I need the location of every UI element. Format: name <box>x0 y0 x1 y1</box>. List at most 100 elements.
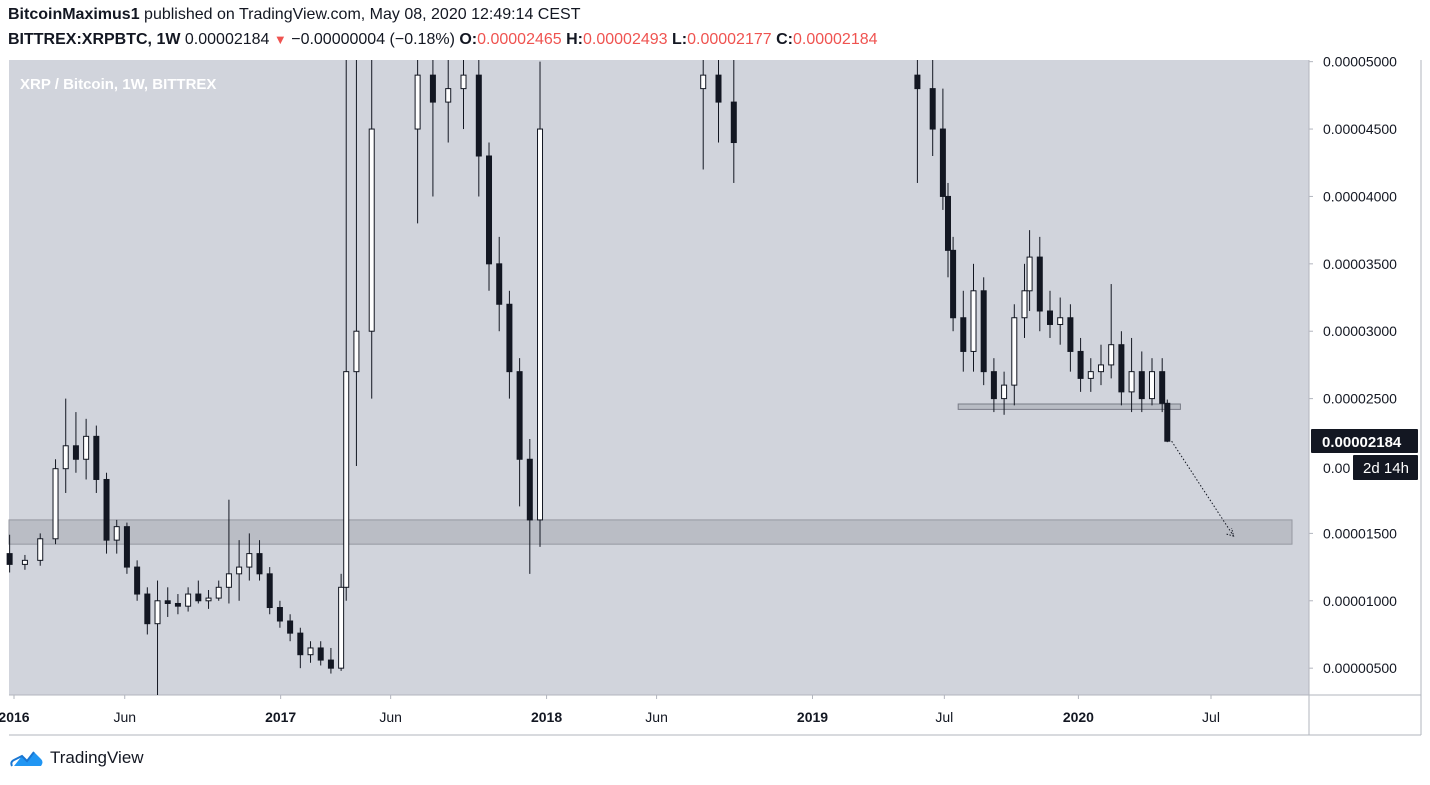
candle <box>256 540 263 581</box>
time-scale[interactable] <box>9 695 1421 735</box>
candle-body <box>496 263 503 305</box>
candle-body <box>164 600 171 604</box>
candle <box>1057 297 1064 345</box>
candle-body <box>445 88 452 103</box>
x-tick-label: 2017 <box>265 709 296 725</box>
tradingview-footer[interactable]: TradingView <box>10 748 144 768</box>
candle <box>939 88 946 210</box>
x-tick-label: Jun <box>645 709 668 725</box>
candle <box>486 142 493 291</box>
candle-body <box>506 303 513 373</box>
candle-body <box>1097 364 1104 373</box>
y-tick-label: 0.00004500 <box>1323 121 1397 137</box>
candle-body <box>276 607 283 622</box>
candle <box>1011 304 1018 406</box>
x-tick-label: 2020 <box>1063 709 1094 725</box>
open-label: O: <box>459 31 478 48</box>
candle-body <box>990 371 997 400</box>
candle-body <box>154 600 161 625</box>
candle-body <box>1164 402 1171 442</box>
candle-body <box>343 371 350 588</box>
candle-body <box>1026 256 1033 292</box>
candle <box>914 60 921 183</box>
low-label: L: <box>672 31 688 48</box>
price-scale[interactable] <box>1309 60 1421 695</box>
candle-body <box>225 573 232 588</box>
candle <box>195 580 202 604</box>
publish-info: published on TradingView.com, May 08, 20… <box>144 6 581 23</box>
symbol-label: BITTREX:XRPBTC, 1W <box>8 31 181 48</box>
x-tick-label: 2018 <box>531 709 562 725</box>
candle-body <box>327 659 334 669</box>
candle <box>113 519 120 554</box>
candle <box>496 236 503 332</box>
high-value: 0.00002493 <box>583 31 668 48</box>
author-name[interactable]: BitcoinMaximus1 <box>8 6 140 23</box>
candle-body <box>266 573 273 609</box>
candle <box>537 61 544 547</box>
candle <box>1077 337 1084 392</box>
candle-body <box>72 445 79 460</box>
candle <box>1087 358 1094 392</box>
candle <box>317 641 324 666</box>
candle-body <box>516 371 523 460</box>
candle-body <box>195 593 202 602</box>
candle-body <box>939 128 946 197</box>
candle-body <box>37 538 44 561</box>
candle-body <box>185 593 192 607</box>
candle-body <box>414 74 421 130</box>
candle-body <box>113 526 120 541</box>
candle <box>327 647 334 674</box>
candle-body <box>1118 344 1125 393</box>
candle-body <box>287 620 294 634</box>
candle-body <box>215 586 222 599</box>
projection-arrow <box>1171 440 1235 537</box>
candle-body <box>338 586 345 669</box>
resistance-zone <box>957 403 1181 410</box>
candle <box>62 398 69 493</box>
close-label: C: <box>776 31 793 48</box>
candle-body <box>353 330 360 373</box>
candle-body <box>62 445 69 470</box>
candle-body <box>317 647 324 661</box>
high-label: H: <box>566 31 584 48</box>
candle-body <box>1159 371 1166 404</box>
candle-body <box>1001 384 1008 400</box>
last-price: 0.00002184 <box>184 31 270 48</box>
plot-area[interactable] <box>9 60 1309 695</box>
candle <box>506 290 513 399</box>
y-tick-label: 0.00003000 <box>1323 323 1397 339</box>
candle-body <box>144 593 151 625</box>
candle-body <box>537 128 544 521</box>
candle-body <box>1087 371 1094 379</box>
candle-body <box>429 74 436 103</box>
y-tick-label: 0.00000500 <box>1323 660 1397 676</box>
y-tick-label: 0.00001000 <box>1323 593 1397 609</box>
candle <box>1138 351 1145 413</box>
close-value: 0.00002184 <box>792 31 878 48</box>
candle-body <box>929 88 936 130</box>
candle <box>980 277 987 386</box>
candle-body <box>52 468 59 540</box>
candle <box>174 594 181 615</box>
candle-body <box>246 553 253 568</box>
last-price-label: 0.00002184 <box>1322 434 1402 451</box>
candle-body <box>93 435 100 480</box>
candle <box>429 60 436 197</box>
candle-body <box>123 526 130 568</box>
candle-body <box>1021 290 1028 319</box>
x-tick-label: Jun <box>113 709 136 725</box>
x-tick-label: Jul <box>1202 709 1220 725</box>
candle <box>445 60 452 143</box>
candle <box>475 60 482 197</box>
candle <box>6 534 13 573</box>
candle-body <box>730 101 737 144</box>
candle <box>414 60 421 224</box>
open-value: 0.00002465 <box>477 31 562 48</box>
candle-body <box>174 602 181 607</box>
candle <box>715 60 722 143</box>
candle <box>970 263 977 372</box>
candle <box>960 290 967 372</box>
candle <box>1159 358 1166 413</box>
